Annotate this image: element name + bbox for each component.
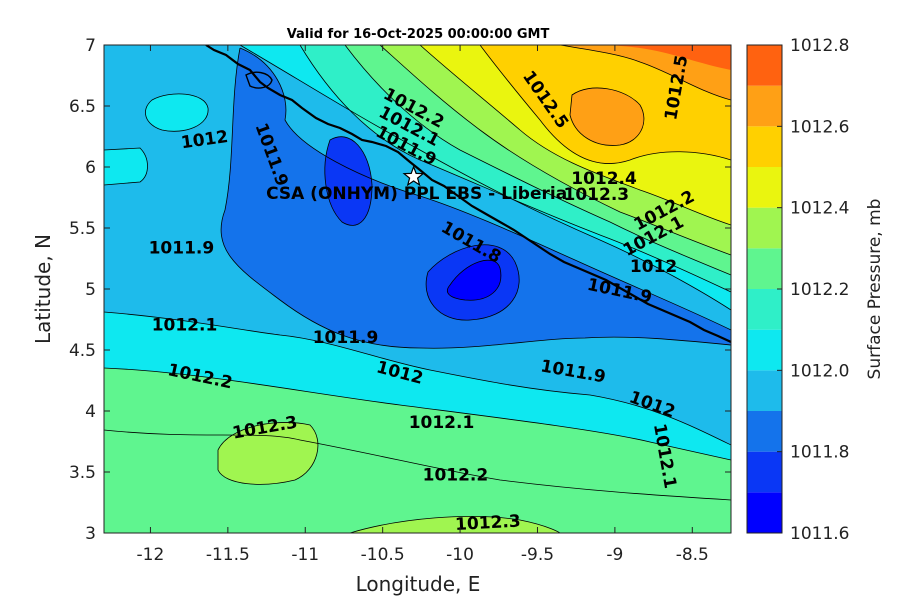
colorbar: 1011.6 1011.8 1012.0 1012.2 1012.4 1012.6 1012…: [746, 36, 849, 544]
contour-label: 1012.3: [455, 512, 522, 535]
colorbar-tick-label: 1012.4: [790, 199, 849, 219]
contour-plot-area: [104, 45, 731, 533]
colorbar-tick-label: 1012.6: [790, 117, 849, 137]
colorbar-swatch: [747, 85, 782, 127]
y-tick-label: 4: [85, 402, 96, 422]
station-layer: CSA (ONHYM) PPL EBS - Liberia: [266, 165, 567, 204]
y-tick-label: 5: [85, 280, 96, 300]
chart-title: Valid for 16-Oct-2025 00:00:00 GMT: [287, 27, 550, 42]
x-tick-label: -10.5: [361, 545, 405, 565]
colorbar-swatch: [747, 126, 782, 167]
contour-fill-1012-west2: [104, 148, 148, 185]
x-tick-label: -9: [606, 545, 623, 565]
contour-label: 1011.9: [149, 239, 215, 259]
colorbar-swatch: [747, 45, 782, 86]
station-label: CSA (ONHYM) PPL EBS - Liberia: [266, 184, 567, 204]
colorbar-swatch: [747, 167, 782, 208]
colorbar-tick-label: 1012.0: [790, 361, 849, 381]
y-tick-label: 4.5: [69, 341, 96, 361]
colorbar-swatch: [747, 451, 782, 493]
colorbar-swatch: [747, 329, 782, 371]
contour-fill-1012.7: [600, 45, 731, 70]
y-tick-label: 6.5: [69, 97, 96, 117]
y-tick-label: 6: [85, 158, 96, 178]
colorbar-swatch: [747, 289, 782, 330]
colorbar-swatch: [747, 370, 782, 411]
y-tick-label: 3: [85, 524, 96, 544]
colorbar-tick-label: 1012.8: [790, 36, 849, 56]
x-axis-ticks: -12 -11.5 -11 -10.5 -10 -9.5 -9 -8.5: [137, 45, 709, 565]
contour-fill-1011.6: [447, 260, 501, 301]
x-tick-label: -10: [446, 545, 474, 565]
contour-label: 1012.1: [152, 316, 218, 336]
x-tick-label: -8.5: [676, 545, 709, 565]
contour-fill-1012.3-blob: [218, 422, 318, 485]
colorbar-tick-label: 1011.6: [790, 524, 849, 544]
contour-fill-1012.2: [104, 368, 731, 533]
colorbar-swatch: [747, 207, 782, 249]
colorbar-swatch: [747, 411, 782, 452]
contour-fill-1012.3-south: [350, 516, 560, 533]
contour-label: 1012.1: [409, 413, 475, 433]
contour-fill-1012.6-blob: [570, 87, 644, 146]
contour-label: 1011.9: [313, 328, 379, 348]
x-tick-label: -12: [137, 545, 165, 565]
contour-fill-1011.7-north: [324, 136, 372, 226]
y-tick-label: 5.5: [69, 219, 96, 239]
island-outline: [245, 71, 273, 89]
contour-isolines: [104, 45, 731, 533]
x-tick-label: -11: [291, 545, 319, 565]
y-axis-label: Latitude, N: [31, 234, 55, 344]
colorbar-tick-label: 1012.2: [790, 280, 849, 300]
colorbar-tick-label: 1011.8: [790, 443, 849, 463]
colorbar-swatch: [747, 492, 782, 533]
station-star-icon: [402, 165, 425, 187]
y-tick-label: 7: [85, 36, 96, 56]
coastline: [205, 45, 731, 343]
x-tick-label: -9.5: [521, 545, 554, 565]
contour-label: 1012.2: [423, 466, 489, 486]
colorbar-swatch: [747, 248, 782, 289]
contour-fill-1012-west: [145, 93, 209, 132]
contour-label: 1012.4: [571, 169, 637, 189]
x-axis-label: Longitude, E: [356, 572, 481, 596]
y-axis-ticks: 3 3.5 4 4.5 5 5.5 6 6.5 7: [69, 36, 731, 544]
contour-label: 1012: [630, 257, 677, 277]
y-tick-label: 3.5: [69, 463, 96, 483]
contour-label: 1012.3: [564, 185, 630, 205]
colorbar-label: Surface Pressure, mb: [865, 199, 885, 380]
x-tick-label: -11.5: [206, 545, 250, 565]
